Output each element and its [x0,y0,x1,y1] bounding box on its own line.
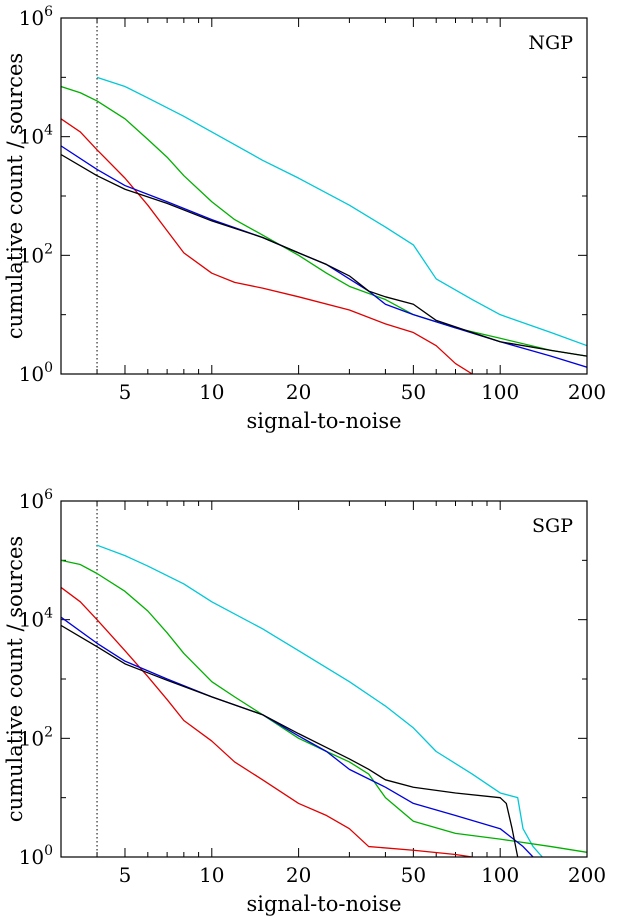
x-tick-label: 100 [481,863,519,887]
series-line-blue [61,616,534,857]
y-tick-label: 100 [19,843,53,869]
x-tick-label: 200 [568,380,606,404]
x-tick-label: 100 [481,380,519,404]
y-tick-label: 104 [19,123,53,149]
series-line-red [61,586,473,857]
series-line-green [61,559,587,853]
series-line-cyan [96,76,587,347]
series-line-blue [61,145,587,368]
y-tick-label: 104 [19,606,53,632]
plot-frame [60,500,588,858]
y-tick-label: 100 [19,360,53,386]
y-tick-label: 102 [19,724,53,750]
x-tick-label: 50 [401,863,426,887]
y-axis-title: cumulative count / sources [3,53,27,339]
x-tick-label: 10 [199,863,224,887]
x-tick-label: 20 [286,863,311,887]
x-tick-label: 10 [199,380,224,404]
panel-sgp: 5 10 20 50 100 200 100 102 104 106 signal-to-noise… [3,487,606,916]
series-line-green [61,85,587,357]
series-line-black [61,624,519,857]
y-tick-label: 106 [19,487,53,513]
x-axis-title: signal-to-noise [246,892,401,916]
x-tick-label: 200 [568,863,606,887]
x-tick-label: 50 [401,380,426,404]
series-line-black [61,153,587,357]
x-tick-label: 5 [119,863,132,887]
x-tick-label: 20 [286,380,311,404]
x-tick-label: 5 [119,380,132,404]
plot-frame [60,17,588,375]
panel-ngp: 5 10 20 50 100 200 100 102 104 106 signal-to-noise… [3,4,606,433]
y-tick-label: 106 [19,4,53,30]
panel-label: NGP [528,32,573,54]
x-axis-title: signal-to-noise [246,409,401,433]
series-line-red [61,118,473,374]
y-axis-title: cumulative count / sources [3,536,27,822]
series-line-cyan [96,544,543,857]
y-tick-label: 102 [19,241,53,267]
panel-label: SGP [532,515,573,537]
